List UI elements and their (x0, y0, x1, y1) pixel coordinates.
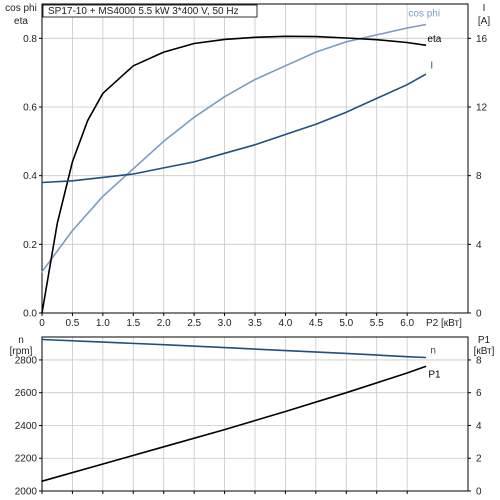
bottom-panel: 2000 2200 2400 2600 2800 0 2 4 6 8 n P1 n [rpm] P1… (10, 335, 495, 498)
y-left-tick-label: 2600 (15, 388, 38, 399)
chart-title: SP17-10 + MS4000 5.5 kW 3*400 V, 50 Hz (48, 6, 239, 17)
x-tick-label: 1.0 (96, 318, 110, 329)
left-axis-label-bottom-1: n (18, 335, 24, 346)
series-line-cos-phi (41, 23, 427, 273)
x-axis-label: P2 [кВт] (426, 318, 462, 329)
x-tick-label: 4.5 (309, 318, 323, 329)
x-tick-label: 2.0 (157, 318, 171, 329)
x-tick-label: 2.5 (187, 318, 201, 329)
x-tick-label: 3.0 (218, 318, 232, 329)
top-panel: 0 0.5 1.0 1.5 2.0 2.5 3.0 3.5 4.0 4.5 5.0 5.5 6.0 0.0… (5, 3, 490, 329)
series-label-eta: eta (427, 34, 441, 45)
series-line-i (41, 73, 427, 184)
series-label-cos-phi: cos phi (408, 9, 440, 20)
y-left-tick-label: 0.6 (23, 103, 37, 114)
x-tick-label: 1.5 (126, 318, 140, 329)
series-label-i: I (430, 60, 433, 71)
y-right-tick-label: 4 (476, 421, 482, 432)
y-left-tick-label: 0.8 (23, 34, 37, 45)
y-right-tick-label: 4 (476, 240, 482, 251)
y-left-tick-label: 0.0 (23, 309, 37, 320)
y-left-tick-label: 0.4 (23, 171, 37, 182)
x-tick-label: 0 (39, 318, 45, 329)
y-right-tick-label: 16 (476, 34, 488, 45)
x-tick-label: 3.5 (248, 318, 262, 329)
y-right-tick-label: 8 (476, 355, 482, 366)
bottom-grid (42, 337, 468, 492)
y-right-tick-label: 0 (476, 309, 482, 320)
right-axis-label-top-2: [A] (478, 16, 490, 27)
y-right-tick-label: 12 (476, 103, 488, 114)
bottom-ticks: 2000 2200 2400 2600 2800 0 2 4 6 8 (15, 355, 482, 497)
y-left-tick-label: 2400 (15, 421, 38, 432)
right-axis-label-top-1: I (483, 3, 486, 14)
y-right-tick-label: 8 (476, 171, 482, 182)
series-label-n: n (430, 345, 436, 356)
x-tick-label: 4.0 (278, 318, 292, 329)
y-right-tick-label: 2 (476, 454, 482, 465)
y-left-tick-label: 2000 (15, 487, 38, 498)
right-axis-label-bottom-2: [кВт] (474, 346, 495, 357)
title-box (42, 4, 258, 18)
left-axis-label-top-1: cos phi (5, 3, 37, 14)
series-label-p1: P1 (428, 369, 441, 380)
x-tick-label: 5.5 (370, 318, 384, 329)
x-tick-label: 5.0 (339, 318, 353, 329)
bottom-series: n P1 (41, 338, 441, 483)
y-left-tick-label: 0.2 (23, 240, 37, 251)
right-axis-label-bottom-1: P1 (478, 335, 491, 346)
y-right-tick-label: 0 (476, 487, 482, 498)
y-left-tick-label: 2800 (15, 355, 38, 366)
y-right-tick-label: 6 (476, 388, 482, 399)
series-line-n (41, 338, 427, 359)
x-tick-label: 6.0 (400, 318, 414, 329)
x-tick-label: 0.5 (65, 318, 79, 329)
top-grid (42, 4, 468, 314)
series-line-eta (41, 35, 427, 314)
top-ticks: 0 0.5 1.0 1.5 2.0 2.5 3.0 3.5 4.0 4.5 5.0 5.5 6.0 0.0… (23, 34, 487, 329)
y-left-tick-label: 2200 (15, 454, 38, 465)
series-line-p1 (41, 365, 427, 483)
left-axis-label-top-2: eta (14, 16, 28, 27)
left-axis-label-bottom-2: [rpm] (10, 346, 33, 357)
top-series: cos phi eta I (41, 9, 442, 314)
